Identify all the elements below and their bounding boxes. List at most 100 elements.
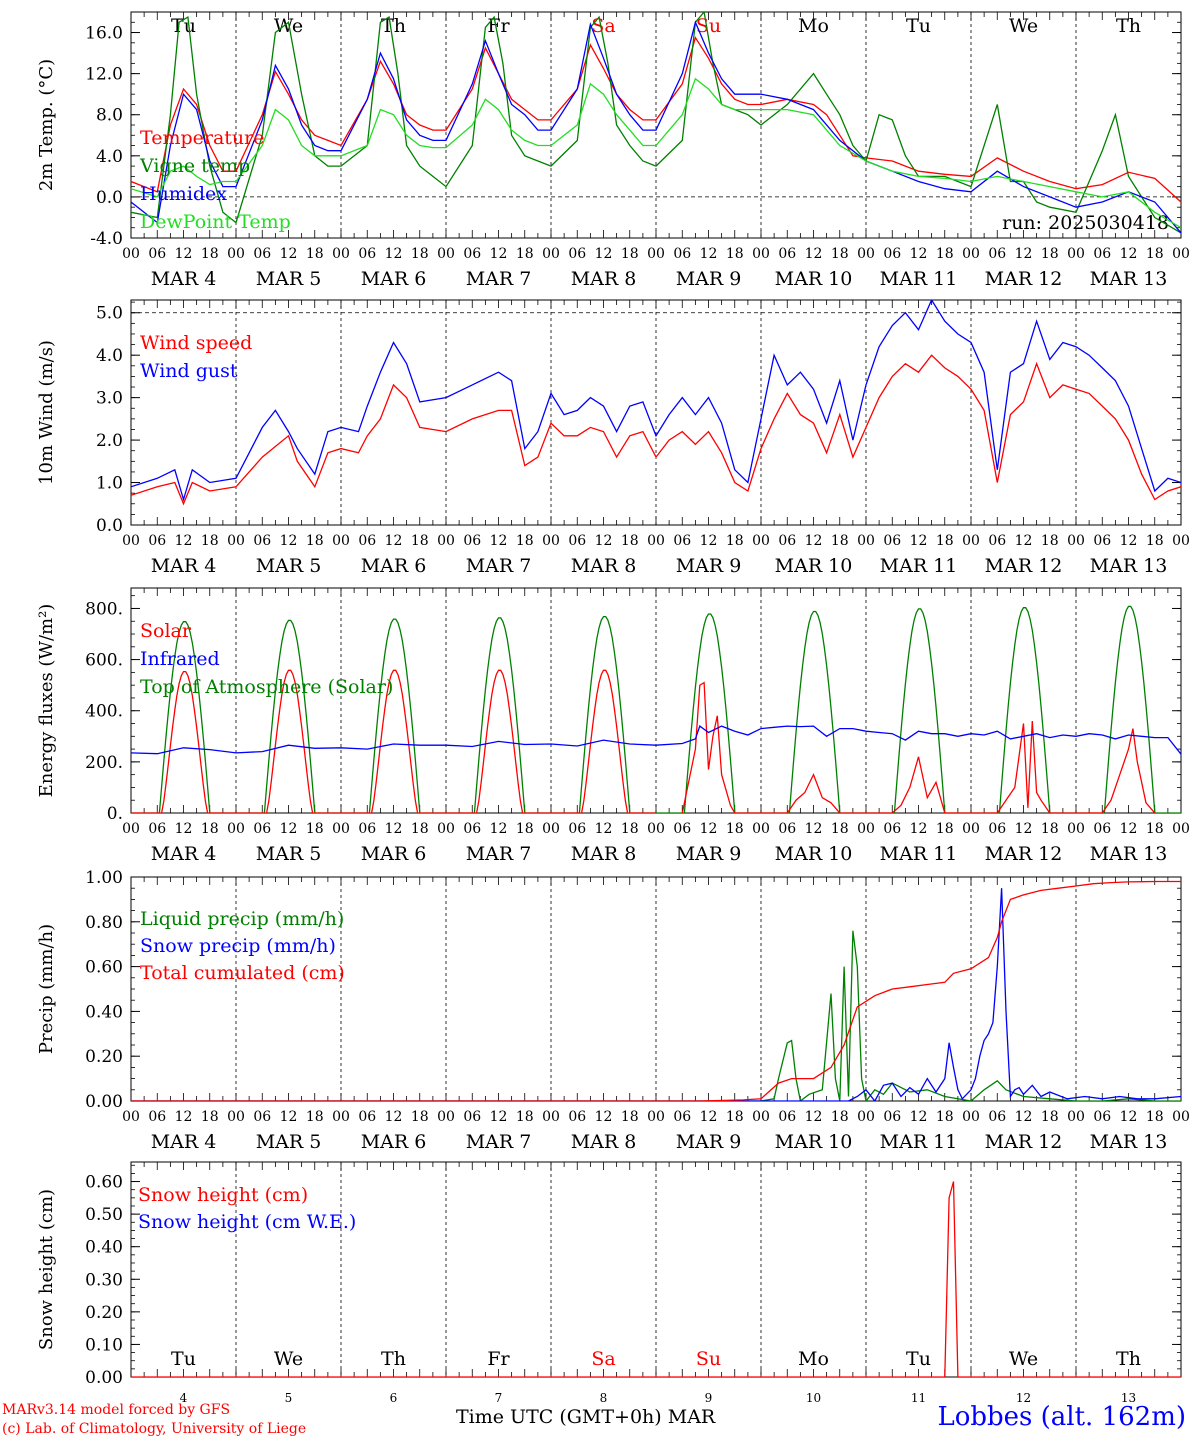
x-tick-label: 06 xyxy=(883,1109,901,1125)
x-tick-label: 12 xyxy=(805,246,823,262)
x-tick-label: 06 xyxy=(988,533,1006,549)
x-tick-label: 12 xyxy=(700,533,718,549)
date-label: MAR 9 xyxy=(676,555,742,577)
series-layer xyxy=(131,880,1181,1101)
x-tick-label: 12 xyxy=(280,821,298,837)
x-tick-label: 18 xyxy=(1146,1109,1164,1125)
date-label: MAR 7 xyxy=(466,1131,532,1153)
x-tick-label: 00 xyxy=(647,533,665,549)
x-tick-label: 00 xyxy=(1067,821,1085,837)
date-label: MAR 4 xyxy=(151,843,217,865)
x-tick-label: 06 xyxy=(883,246,901,262)
date-label: MAR 4 xyxy=(151,1131,217,1153)
x-tick-label: 12 xyxy=(1015,1109,1033,1125)
x-tick-label: 18 xyxy=(516,1109,534,1125)
legend-entry: Snow height (cm W.E.) xyxy=(138,1211,356,1233)
toa-solar-curve xyxy=(131,621,236,813)
x-tick-label: 12 xyxy=(1015,821,1033,837)
x-tick-label: 00 xyxy=(437,821,455,837)
legend-entry: Liquid precip (mm/h) xyxy=(140,908,344,930)
x-tick-label: 00 xyxy=(647,1109,665,1125)
x-tick-label: 00 xyxy=(1067,246,1085,262)
x-tick-label: 12 xyxy=(490,1109,508,1125)
date-label: MAR 8 xyxy=(571,843,637,865)
y-tick-label: 600. xyxy=(85,651,123,671)
date-label: MAR 12 xyxy=(985,268,1063,290)
x-tick-label: 06 xyxy=(253,1109,271,1125)
x-tick-label: 06 xyxy=(463,533,481,549)
date-label: MAR 11 xyxy=(880,1131,958,1153)
toa-solar-curve xyxy=(1076,605,1181,813)
legend-entry: Top of Atmosphere (Solar) xyxy=(140,676,393,698)
x-tick-label: 06 xyxy=(1093,533,1111,549)
y-tick-label: 0.00 xyxy=(85,1092,123,1112)
x-tick-label: 18 xyxy=(1041,821,1059,837)
toa-solar-curve xyxy=(551,615,656,813)
x-axis-title: Time UTC (GMT+0h) MAR xyxy=(456,1406,715,1428)
x-tick-label: 12 xyxy=(910,533,928,549)
y-tick-label: 0.0 xyxy=(96,188,123,208)
x-tick-label: 12 xyxy=(280,246,298,262)
x-tick-label: 06 xyxy=(568,821,586,837)
series-snow-height-cm- xyxy=(131,1181,1181,1377)
y-tick-label: 200. xyxy=(85,753,123,773)
y-axis-label: Snow height (cm) xyxy=(36,1189,57,1350)
y-tick-label: 0.20 xyxy=(85,1303,123,1323)
x-tick-label: 18 xyxy=(516,533,534,549)
legend-entry: Infrared xyxy=(140,648,220,670)
x-tick-label: 12 xyxy=(595,246,613,262)
weekday-label: We xyxy=(1009,1348,1038,1370)
legend-entry: Wind speed xyxy=(140,332,252,354)
x-tick-label: 12 xyxy=(490,533,508,549)
series-humidex xyxy=(131,20,1181,234)
x-tick-label: 12 xyxy=(700,1109,718,1125)
x-tick-label: 12 xyxy=(910,246,928,262)
x-tick-label: 12 xyxy=(175,821,193,837)
x-tick-label: 12 xyxy=(595,533,613,549)
toa-solar-curve xyxy=(656,613,761,813)
day-number-label: 6 xyxy=(390,1391,398,1405)
weekday-label: Th xyxy=(381,15,406,37)
panel-precip: 0.00 0.20 0.40 0.60 0.80 1.00 Precip (mm/h) 00 0… xyxy=(36,868,1190,1153)
x-tick-label: 00 xyxy=(1172,533,1190,549)
x-tick-label: 12 xyxy=(385,1109,403,1125)
x-tick-label: 06 xyxy=(778,533,796,549)
x-tick-label: 18 xyxy=(831,246,849,262)
date-label: MAR 4 xyxy=(151,268,217,290)
date-label: MAR 10 xyxy=(775,555,853,577)
x-tick-label: 12 xyxy=(1015,533,1033,549)
series-snow-precip-mm-h- xyxy=(131,888,1181,1101)
panel-energy: 0. 200. 400. 600. 800. Energy fluxes (W/m²) 00… xyxy=(36,587,1190,865)
y-tick-label: 12.0 xyxy=(85,65,123,85)
x-tick-label: 00 xyxy=(962,1109,980,1125)
x-tick-label: 12 xyxy=(175,533,193,549)
date-label: MAR 11 xyxy=(880,268,958,290)
x-tick-label: 00 xyxy=(332,821,350,837)
series-vigne-temp xyxy=(131,12,1181,234)
series-infrared xyxy=(131,725,1181,755)
date-label: MAR 9 xyxy=(676,1131,742,1153)
date-label: MAR 11 xyxy=(880,843,958,865)
series-temperature xyxy=(131,36,1181,203)
y-tick-label: 2.0 xyxy=(96,431,123,451)
x-tick-label: 18 xyxy=(621,533,639,549)
weekday-label: Mo xyxy=(798,15,829,37)
x-tick-label: 18 xyxy=(726,246,744,262)
y-axis-label: 10m Wind (m/s) xyxy=(36,340,57,485)
date-label: MAR 10 xyxy=(775,268,853,290)
y-tick-label: 1.0 xyxy=(96,474,123,494)
weekday-label: Th xyxy=(1116,15,1141,37)
weekday-label: We xyxy=(274,1348,303,1370)
y-tick-label: 0.60 xyxy=(85,958,123,978)
y-tick-label: 0.50 xyxy=(85,1205,123,1225)
weekday-label: Su xyxy=(696,15,721,37)
x-tick-label: 12 xyxy=(1120,246,1138,262)
weekday-label: We xyxy=(274,15,303,37)
x-tick-label: 12 xyxy=(280,1109,298,1125)
panel-snow: 0.00 0.10 0.20 0.30 0.40 0.50 0.60 Snow height … xyxy=(36,1161,1182,1405)
x-tick-label: 06 xyxy=(358,246,376,262)
x-tick-label: 18 xyxy=(1041,1109,1059,1125)
series-layer xyxy=(131,300,1181,506)
x-tick-label: 18 xyxy=(936,821,954,837)
